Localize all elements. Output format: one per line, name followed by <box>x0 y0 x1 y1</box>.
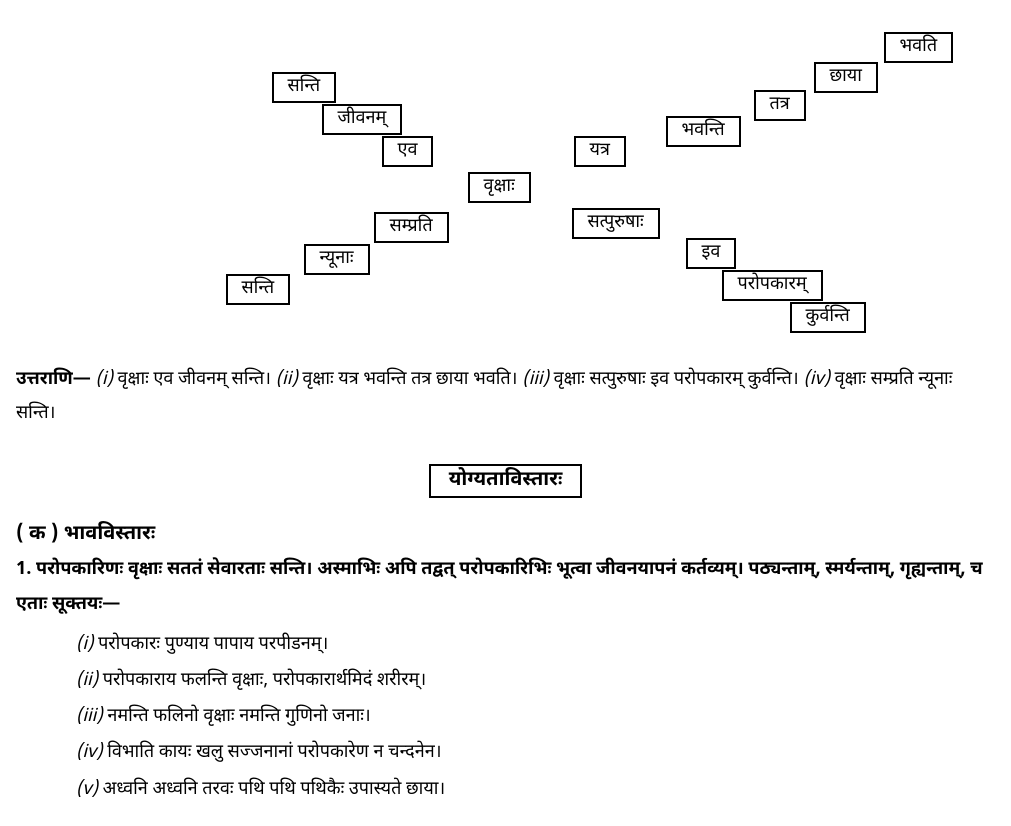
list-item: (iii) नमन्ति फलिनो वृक्षाः नमन्ति गुणिनो… <box>76 701 995 735</box>
tree-diagram: वृक्षाः सन्ति जीवनम् एव यत्र भवन्ति तत्र… <box>26 16 986 356</box>
diagram-box-tr-4: भवति <box>884 32 954 63</box>
ans-num-3: (iii) <box>522 369 549 392</box>
li-text-5: अध्वनि अध्वनि तरवः पथि पथि पथिकैः उपास्य… <box>103 779 446 802</box>
ans-text-2: वृक्षाः यत्र भवन्ति तत्र छाया भवति। <box>302 369 517 392</box>
li-num-4: (iv) <box>76 742 103 765</box>
answers-label: उत्तराणि— <box>16 369 91 392</box>
li-num-2: (ii) <box>76 670 98 693</box>
diagram-box-tr-0: यत्र <box>574 136 626 167</box>
diagram-box-tl-2: एव <box>382 136 434 167</box>
li-text-2: परोपकाराय फलन्ति वृक्षाः, परोपकारार्थमिद… <box>103 670 426 693</box>
ans-num-1: (i) <box>95 369 112 392</box>
diagram-box-br-0: सत्पुरुषाः <box>572 208 660 239</box>
li-num-3: (iii) <box>76 706 103 729</box>
diagram-box-tl-0: सन्ति <box>272 72 337 103</box>
list-item: (i) परोपकारः पुण्याय पापाय परपीडनम्। <box>76 629 995 663</box>
diagram-box-tl-1: जीवनम् <box>322 104 403 135</box>
diagram-box-tr-2: तत्र <box>754 90 806 121</box>
diagram-box-br-3: कुर्वन्ति <box>790 302 866 333</box>
section-title-box: योग्यताविस्तारः <box>429 464 583 498</box>
suktya-list: (i) परोपकारः पुण्याय पापाय परपीडनम्। (ii… <box>76 629 995 808</box>
ans-text-3: वृक्षाः सत्पुरुषाः इव परोपकारम् कुर्वन्त… <box>554 369 799 392</box>
para-1: 1. परोपकारिणः वृक्षाः सततं सेवारताः सन्त… <box>16 554 995 622</box>
answers-paragraph: उत्तराणि— (i) वृक्षाः एव जीवनम् सन्ति। (… <box>16 364 995 432</box>
list-item: (ii) परोपकाराय फलन्ति वृक्षाः, परोपकारार… <box>76 665 995 699</box>
list-item: (v) अध्वनि अध्वनि तरवः पथि पथि पथिकैः उप… <box>76 774 995 808</box>
ans-text-1: वृक्षाः एव जीवनम् सन्ति। <box>118 369 271 392</box>
ans-num-4: (iv) <box>803 369 830 392</box>
diagram-box-tr-3: छाया <box>814 62 878 93</box>
li-num-1: (i) <box>76 634 93 657</box>
diagram-box-tr-1: भवन्ति <box>666 116 741 147</box>
li-text-4: विभाति कायः खलु सज्जनानां परोपकारेण न चन… <box>107 742 441 765</box>
diagram-box-br-1: इव <box>686 238 737 269</box>
ans-num-2: (ii) <box>276 369 298 392</box>
li-text-3: नमन्ति फलिनो वृक्षाः नमन्ति गुणिनो जनाः। <box>107 706 370 729</box>
diagram-box-br-2: परोपकारम् <box>722 270 823 301</box>
diagram-box-bl-1: न्यूनाः <box>304 244 370 275</box>
list-item: (iv) विभाति कायः खलु सज्जनानां परोपकारेण… <box>76 737 995 771</box>
diagram-box-bl-0: सम्प्रति <box>374 212 449 243</box>
li-text-1: परोपकारः पुण्याय पापाय परपीडनम्। <box>98 634 328 657</box>
diagram-box-bl-2: सन्ति <box>226 274 291 305</box>
li-num-5: (v) <box>76 779 98 802</box>
subsection-ka-heading: ( क ) भावविस्तारः <box>16 522 995 548</box>
diagram-center-box: वृक्षाः <box>468 172 531 203</box>
